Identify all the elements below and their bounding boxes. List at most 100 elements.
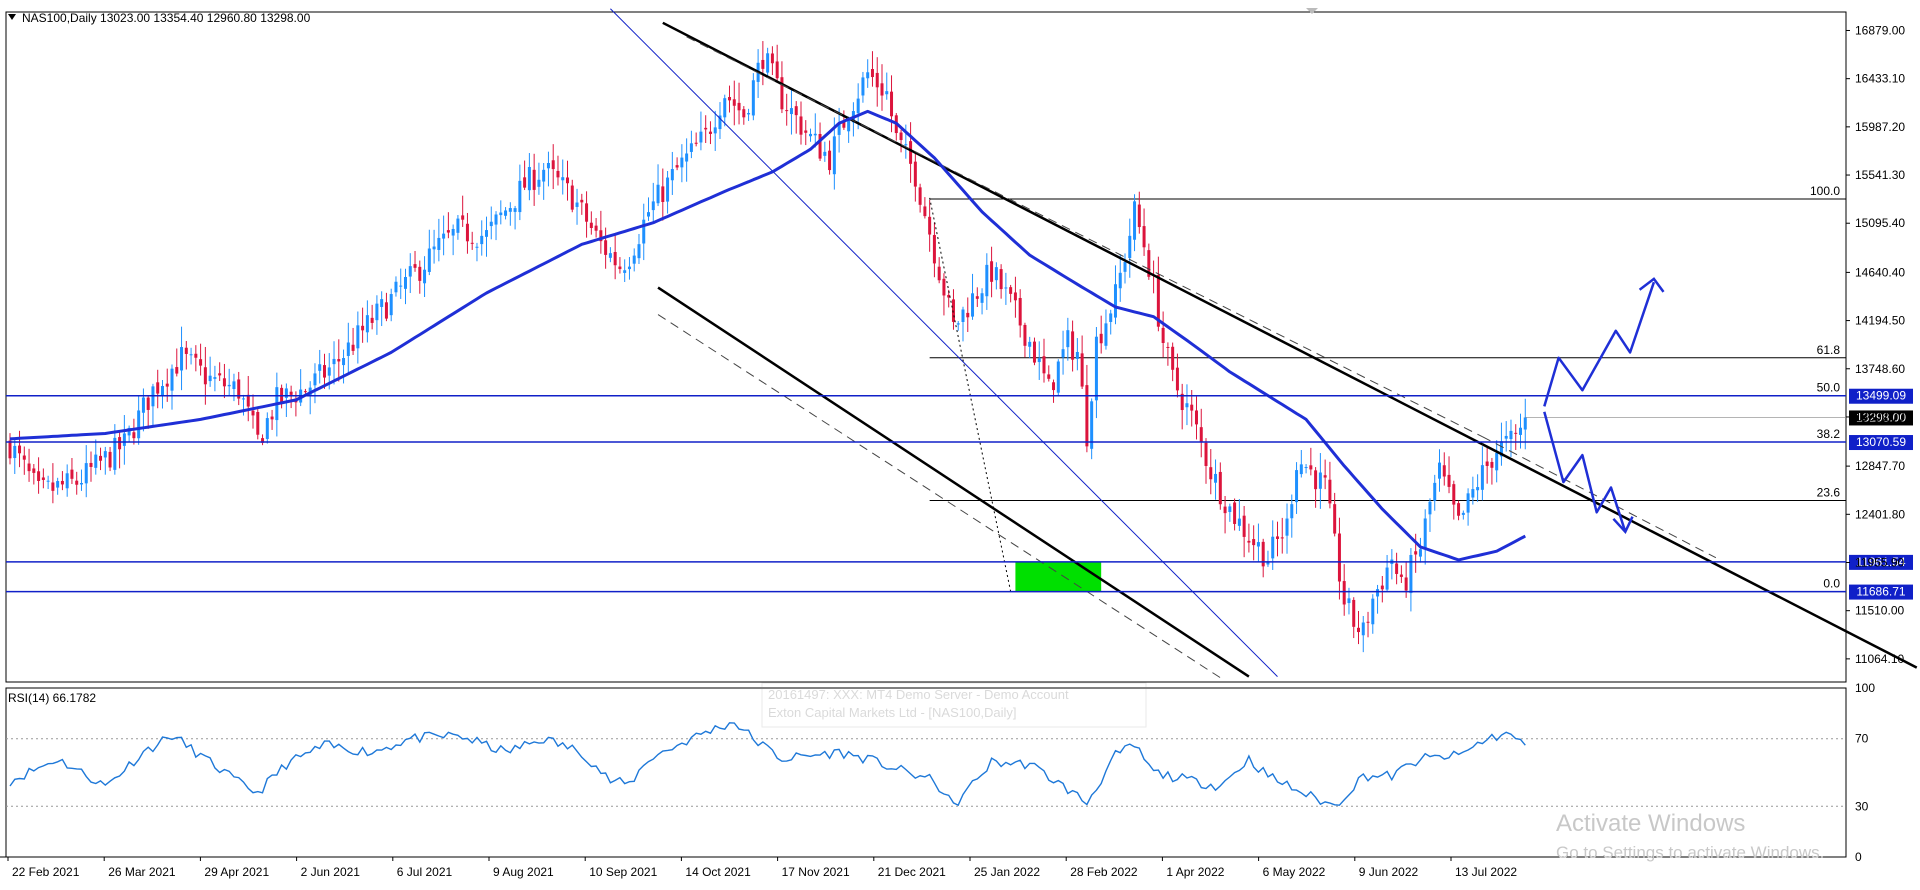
candle-body — [184, 347, 188, 354]
candle-body — [699, 131, 703, 143]
level-price-tag: 13499.09 — [1849, 388, 1913, 404]
candle-body — [961, 309, 965, 322]
candle-body — [1409, 554, 1413, 594]
candle-body — [327, 367, 331, 376]
candle-body — [1223, 506, 1227, 514]
candle-body — [737, 102, 741, 111]
candle — [494, 211, 498, 241]
candle-body — [928, 216, 932, 235]
candle-body — [947, 294, 951, 298]
candle — [666, 170, 670, 214]
candle-body — [923, 206, 927, 217]
candle — [532, 153, 536, 206]
candle — [1171, 342, 1175, 382]
candle-body — [1275, 536, 1279, 539]
candle — [41, 468, 45, 489]
candle-body — [823, 151, 827, 156]
candle — [623, 259, 627, 282]
candle — [75, 471, 79, 495]
candle — [937, 257, 941, 284]
candle — [604, 227, 608, 269]
candle-body — [956, 323, 960, 325]
price-tick-label: 16879.00 — [1855, 23, 1905, 37]
price-tick-label: 15987.20 — [1855, 120, 1905, 134]
candle — [189, 347, 193, 365]
candle — [656, 164, 660, 207]
candle — [913, 152, 917, 202]
candle — [1275, 521, 1279, 557]
candle-body — [966, 312, 970, 318]
candle-body — [1113, 284, 1117, 318]
candle — [361, 307, 365, 343]
candle — [65, 464, 69, 497]
candle-body — [256, 411, 260, 435]
candle — [380, 291, 384, 327]
candle — [1061, 330, 1065, 375]
candle — [1471, 476, 1475, 505]
candle — [1013, 276, 1017, 318]
candle-body — [27, 463, 31, 472]
candle — [1247, 523, 1251, 553]
candle-body — [1171, 346, 1175, 370]
candle-body — [1023, 324, 1027, 346]
candle-body — [770, 53, 774, 64]
candle-body — [170, 368, 174, 391]
candle-body — [284, 388, 288, 398]
dropdown-arrow-icon[interactable] — [8, 14, 16, 20]
candle-body — [156, 382, 160, 394]
candle — [1223, 495, 1227, 534]
candle — [704, 115, 708, 144]
candle-body — [1466, 493, 1470, 513]
candle — [137, 395, 141, 445]
candle-body — [1447, 474, 1451, 487]
candle-body — [942, 278, 946, 296]
candle-body — [246, 394, 250, 407]
candle — [1166, 342, 1170, 366]
fib-level-label: 50.0 — [1817, 381, 1841, 395]
candle-body — [413, 264, 417, 268]
candle-body — [380, 299, 384, 307]
candle-body — [1285, 518, 1289, 536]
candle-body — [589, 222, 593, 228]
candle — [232, 373, 236, 402]
candle — [689, 130, 693, 159]
fib-level-label: 61.8 — [1817, 343, 1841, 357]
candle-body — [1295, 470, 1299, 503]
price-tick-label: 14640.40 — [1855, 265, 1905, 279]
price-tick-label: 16433.10 — [1855, 72, 1905, 86]
candle — [966, 297, 970, 332]
candle-body — [799, 116, 803, 135]
candle — [985, 253, 989, 310]
candle-body — [1514, 432, 1518, 434]
candle-body — [504, 210, 508, 216]
candle — [618, 257, 622, 274]
candle — [823, 141, 827, 162]
candle — [794, 101, 798, 134]
candle — [837, 107, 841, 153]
candle — [1066, 317, 1070, 361]
candle — [1376, 584, 1380, 614]
candle-body — [842, 121, 846, 128]
candle — [1418, 537, 1422, 563]
candle — [1214, 459, 1218, 500]
price-pane-frame — [5, 11, 1847, 683]
candle-body — [1418, 549, 1422, 557]
candle — [337, 339, 341, 382]
candle — [103, 446, 107, 475]
candle-body — [1180, 393, 1184, 411]
candle — [651, 182, 655, 223]
candle — [1318, 453, 1322, 509]
candle-body — [1395, 563, 1399, 574]
candle-body — [813, 133, 817, 136]
price-tick-label: 15541.30 — [1855, 168, 1905, 182]
candle-body — [1523, 417, 1527, 430]
candle — [861, 71, 865, 103]
candle-body — [79, 483, 83, 485]
candle — [675, 157, 679, 171]
candle-body — [913, 161, 917, 187]
candle — [1337, 517, 1341, 600]
candle-body — [1042, 356, 1046, 374]
candle — [961, 306, 965, 342]
